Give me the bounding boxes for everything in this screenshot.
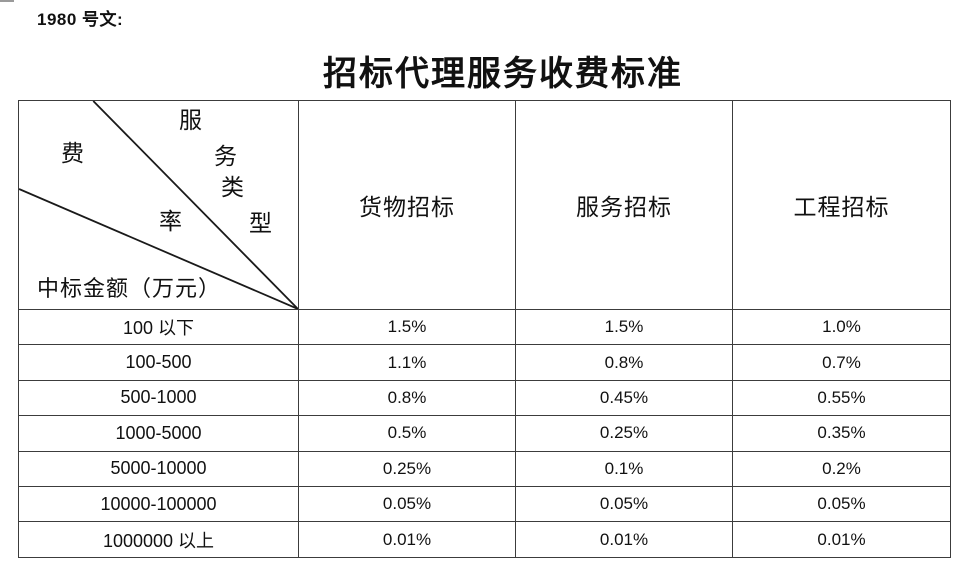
amount-cell: 500-1000 xyxy=(18,379,299,417)
screen-edge-artifact xyxy=(0,0,14,2)
works-rate-cell: 0.55% xyxy=(732,379,951,417)
amount-cell: 10000-100000 xyxy=(18,485,299,523)
works-rate-cell: 0.2% xyxy=(732,450,951,487)
table-row: 10000-100000 0.05% 0.05% 0.05% xyxy=(18,485,951,523)
services-rate-cell: 0.8% xyxy=(515,344,733,381)
column-header-works: 工程招标 xyxy=(732,100,951,310)
works-rate-cell: 0.01% xyxy=(732,521,951,558)
goods-rate-cell: 0.25% xyxy=(298,450,516,487)
column-header-goods: 货物招标 xyxy=(298,100,516,310)
header-row: 服 务 类 型 费 率 中标金额（万元） 货物招标 服务招标 工程招标 xyxy=(18,100,951,310)
amount-cell: 1000-5000 xyxy=(18,415,299,452)
services-rate-cell: 0.01% xyxy=(515,521,733,558)
table-row: 1000000 以上 0.01% 0.01% 0.01% xyxy=(18,521,951,558)
amount-axis-label: 中标金额（万元） xyxy=(37,276,222,301)
goods-rate-cell: 0.5% xyxy=(298,415,516,452)
services-rate-cell: 0.45% xyxy=(515,379,733,417)
services-rate-cell: 0.25% xyxy=(515,415,733,452)
goods-rate-cell: 1.1% xyxy=(298,344,516,381)
amount-cell: 5000-10000 xyxy=(18,450,299,487)
service-type-char-4: 型 xyxy=(249,211,273,236)
column-header-services: 服务招标 xyxy=(515,100,733,310)
doc-ref: 1980 号文: xyxy=(37,10,124,29)
service-type-char-1: 服 xyxy=(179,108,203,133)
page-title: 招标代理服务收费标准 xyxy=(323,56,683,93)
fee-standard-table: 服 务 类 型 费 率 中标金额（万元） 货物招标 服务招标 工程招标 100 … xyxy=(18,100,951,558)
services-rate-cell: 0.1% xyxy=(515,450,733,487)
table-row: 100-500 1.1% 0.8% 0.7% xyxy=(18,344,951,381)
service-type-char-2: 务 xyxy=(214,144,238,169)
goods-rate-cell: 0.05% xyxy=(298,485,516,523)
corner-cell: 服 务 类 型 费 率 中标金额（万元） xyxy=(18,100,299,310)
amount-cell: 100 以下 xyxy=(18,308,299,346)
services-rate-cell: 1.5% xyxy=(515,308,733,346)
goods-rate-cell: 0.01% xyxy=(298,521,516,558)
amount-cell: 100-500 xyxy=(18,344,299,381)
amount-cell: 1000000 以上 xyxy=(18,521,299,558)
service-type-char-3: 类 xyxy=(221,175,245,200)
table-row: 100 以下 1.5% 1.5% 1.0% xyxy=(18,308,951,346)
fee-rate-char-2: 率 xyxy=(159,209,183,234)
table-row: 5000-10000 0.25% 0.1% 0.2% xyxy=(18,450,951,487)
fee-rate-char-1: 费 xyxy=(61,141,85,166)
services-rate-cell: 0.05% xyxy=(515,485,733,523)
works-rate-cell: 0.35% xyxy=(732,415,951,452)
goods-rate-cell: 1.5% xyxy=(298,308,516,346)
works-rate-cell: 0.05% xyxy=(732,485,951,523)
diagonal-lines-graphic xyxy=(19,101,298,309)
goods-rate-cell: 0.8% xyxy=(298,379,516,417)
works-rate-cell: 0.7% xyxy=(732,344,951,381)
works-rate-cell: 1.0% xyxy=(732,308,951,346)
table-row: 500-1000 0.8% 0.45% 0.55% xyxy=(18,379,951,417)
table-row: 1000-5000 0.5% 0.25% 0.35% xyxy=(18,415,951,452)
